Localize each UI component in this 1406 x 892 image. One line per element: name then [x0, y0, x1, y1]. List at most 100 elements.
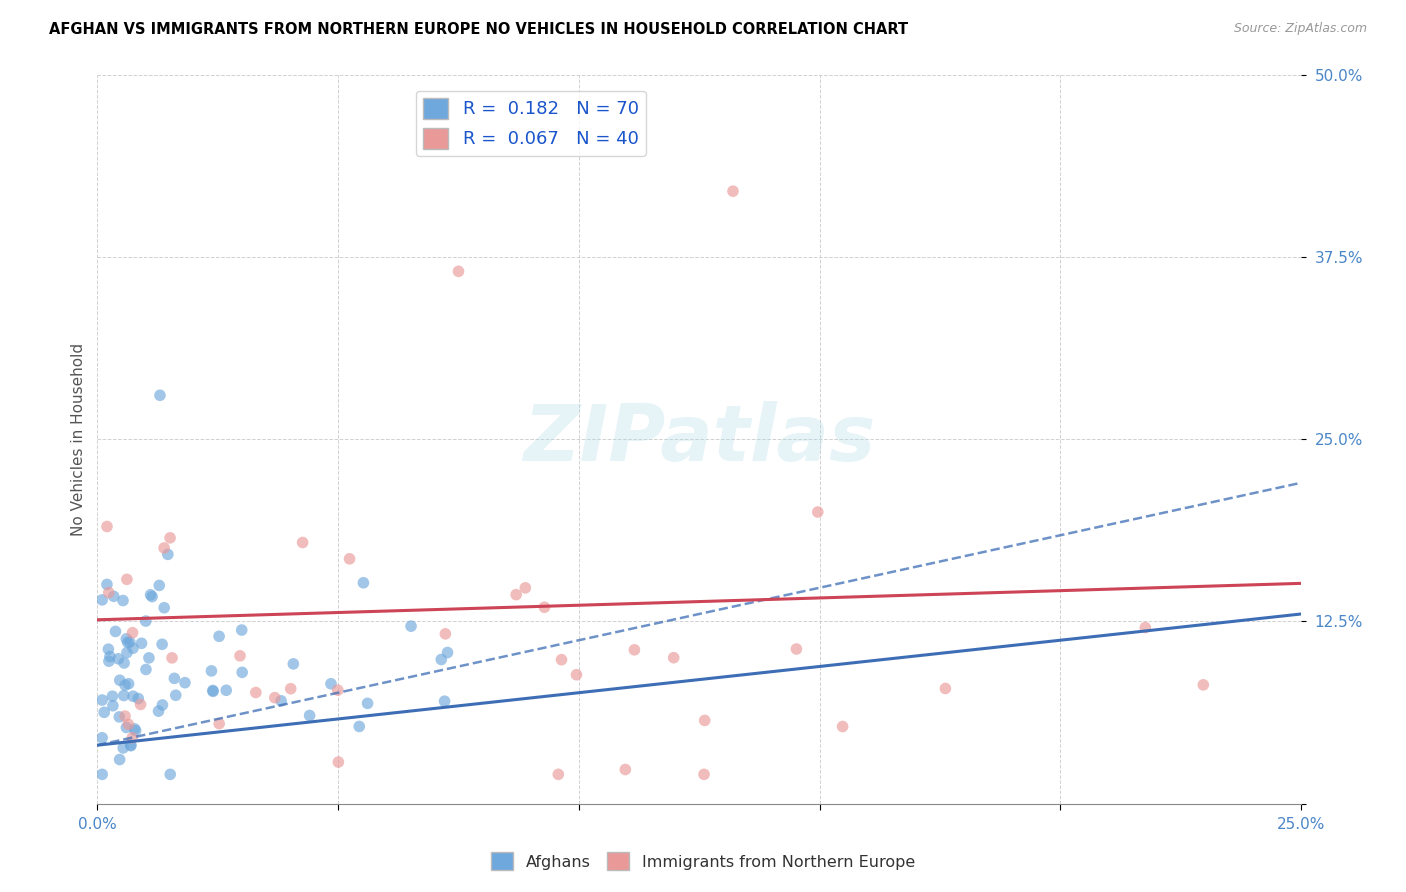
Point — [96, 577, 118, 591]
Point — [115, 646, 138, 660]
Point — [104, 624, 127, 639]
Point — [152, 698, 174, 712]
Point — [96, 519, 118, 533]
Point — [433, 694, 456, 708]
Point — [91, 731, 114, 745]
Point — [114, 709, 136, 723]
Point — [934, 681, 956, 696]
Point — [115, 632, 138, 646]
Point — [231, 623, 253, 637]
Point — [129, 698, 152, 712]
Point — [108, 710, 131, 724]
Point — [447, 264, 470, 278]
Point — [122, 641, 145, 656]
Legend: Afghans, Immigrants from Northern Europe: Afghans, Immigrants from Northern Europe — [485, 846, 921, 877]
Point — [328, 755, 350, 769]
Point — [139, 588, 162, 602]
Point — [623, 642, 645, 657]
Point — [283, 657, 305, 671]
Point — [124, 723, 146, 738]
Point — [1192, 678, 1215, 692]
Point — [831, 719, 853, 733]
Point — [614, 763, 637, 777]
Point — [122, 689, 145, 703]
Legend: R =  0.182   N = 70, R =  0.067   N = 40: R = 0.182 N = 70, R = 0.067 N = 40 — [416, 91, 645, 156]
Point — [115, 572, 138, 586]
Point — [201, 683, 224, 698]
Point — [148, 578, 170, 592]
Point — [112, 689, 135, 703]
Point — [1135, 621, 1157, 635]
Point — [103, 589, 125, 603]
Point — [91, 767, 114, 781]
Point — [120, 738, 142, 752]
Point — [339, 551, 361, 566]
Point — [156, 547, 179, 561]
Point — [153, 600, 176, 615]
Point — [97, 654, 120, 668]
Point — [785, 642, 807, 657]
Point — [150, 637, 173, 651]
Point — [124, 722, 146, 736]
Point — [108, 752, 131, 766]
Point — [118, 635, 141, 649]
Point — [160, 651, 183, 665]
Point — [112, 656, 135, 670]
Point — [326, 683, 349, 698]
Point — [97, 585, 120, 599]
Point — [662, 650, 685, 665]
Point — [108, 673, 131, 688]
Point — [356, 697, 378, 711]
Point — [436, 646, 458, 660]
Point — [138, 651, 160, 665]
Point — [231, 665, 253, 680]
Point — [93, 706, 115, 720]
Point — [229, 648, 252, 663]
Point — [141, 590, 163, 604]
Point — [263, 690, 285, 705]
Point — [117, 717, 139, 731]
Point — [114, 678, 136, 692]
Point — [349, 719, 371, 733]
Y-axis label: No Vehicles in Household: No Vehicles in Household — [72, 343, 86, 535]
Point — [352, 575, 374, 590]
Point — [215, 683, 238, 698]
Point — [319, 677, 342, 691]
Point — [98, 649, 121, 664]
Point — [280, 681, 302, 696]
Point — [208, 716, 231, 731]
Point — [693, 767, 716, 781]
Text: AFGHAN VS IMMIGRANTS FROM NORTHERN EUROPE NO VEHICLES IN HOUSEHOLD CORRELATION C: AFGHAN VS IMMIGRANTS FROM NORTHERN EUROP… — [49, 22, 908, 37]
Point — [565, 667, 588, 681]
Point — [101, 690, 124, 704]
Point — [430, 652, 453, 666]
Point — [153, 541, 176, 555]
Point — [245, 685, 267, 699]
Point — [550, 653, 572, 667]
Point — [115, 721, 138, 735]
Point — [399, 619, 422, 633]
Point — [111, 593, 134, 607]
Point — [721, 184, 744, 198]
Point — [163, 671, 186, 685]
Point — [174, 675, 197, 690]
Point — [807, 505, 830, 519]
Point — [91, 593, 114, 607]
Point — [107, 652, 129, 666]
Point — [121, 625, 143, 640]
Point — [159, 767, 181, 781]
Text: Source: ZipAtlas.com: Source: ZipAtlas.com — [1233, 22, 1367, 36]
Point — [148, 704, 170, 718]
Point — [121, 731, 143, 745]
Point — [208, 629, 231, 643]
Point — [515, 581, 537, 595]
Point — [101, 698, 124, 713]
Point — [127, 691, 149, 706]
Point — [159, 531, 181, 545]
Point — [97, 642, 120, 657]
Point — [505, 588, 527, 602]
Point — [202, 684, 225, 698]
Point — [291, 535, 314, 549]
Point — [547, 767, 569, 781]
Text: ZIPatlas: ZIPatlas — [523, 401, 876, 477]
